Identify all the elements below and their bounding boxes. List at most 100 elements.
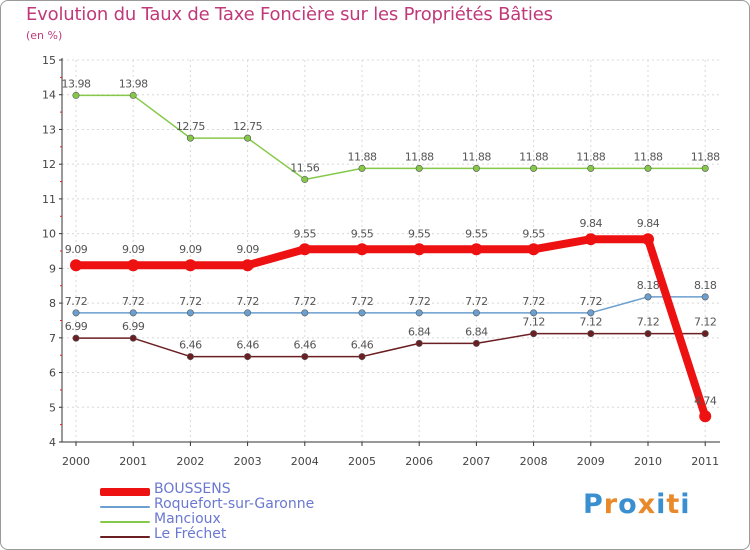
data-point [415, 339, 423, 347]
data-point [701, 164, 709, 172]
data-label: 13.98 [62, 77, 91, 90]
y-tick-label: 8 [49, 297, 56, 310]
series-line [75, 332, 706, 358]
logo-letter: i [656, 489, 667, 520]
data-label: 7.72 [122, 295, 145, 308]
data-point [701, 293, 709, 301]
data-label: 8.18 [637, 279, 660, 292]
data-point [356, 243, 368, 256]
x-tick-label: 2004 [291, 455, 319, 468]
data-label: 11.88 [634, 150, 663, 163]
data-point [127, 259, 140, 272]
x-tick-label: 2000 [62, 455, 90, 468]
data-label: 6.46 [294, 339, 317, 352]
data-point [415, 309, 423, 317]
data-label: 7.72 [294, 295, 317, 308]
logo-letter: o [618, 489, 638, 520]
data-label: 11.88 [519, 150, 548, 163]
data-point [301, 309, 309, 317]
data-point [72, 91, 80, 99]
legend-label: Roquefort-sur-Garonne [154, 496, 315, 512]
data-label: 9.84 [580, 217, 603, 230]
data-point [186, 353, 194, 361]
legend-swatch [100, 506, 150, 508]
x-tick-label: 2008 [520, 455, 548, 468]
data-point [701, 330, 709, 338]
data-point [129, 91, 137, 99]
x-tick-label: 2009 [577, 455, 605, 468]
data-label: 7.12 [580, 316, 603, 329]
legend-label: BOUSSENS [154, 481, 231, 497]
y-tick-label: 11 [42, 193, 56, 206]
legend-swatch [100, 536, 150, 538]
data-point [584, 233, 597, 246]
data-point [244, 309, 252, 317]
x-tick-label: 2001 [119, 455, 147, 468]
x-tick-label: 2005 [348, 455, 376, 468]
data-point [244, 353, 252, 361]
legend-label: Mancioux [154, 511, 221, 527]
data-label: 7.72 [179, 295, 202, 308]
data-label: 9.09 [122, 243, 145, 256]
data-point [358, 309, 366, 317]
legend-swatch [100, 488, 150, 496]
y-tick-label: 13 [42, 123, 56, 136]
data-label: 11.88 [348, 150, 377, 163]
data-label: 7.12 [637, 316, 660, 329]
y-tick-label: 15 [42, 54, 56, 67]
data-label: 9.55 [522, 227, 545, 240]
data-point [72, 309, 80, 317]
data-point [186, 134, 194, 142]
data-point [241, 259, 254, 272]
legend-swatch [100, 521, 150, 523]
data-point [644, 293, 652, 301]
data-point [301, 353, 309, 361]
series-line [72, 235, 710, 421]
logo-letter: r [603, 489, 619, 520]
data-point [530, 164, 538, 172]
data-label: 9.09 [236, 243, 259, 256]
chart-subtitle: (en %) [26, 29, 63, 42]
data-label: 9.55 [294, 227, 317, 240]
data-label: 7.72 [65, 295, 88, 308]
x-tick-label: 2002 [176, 455, 204, 468]
series-line [75, 296, 706, 314]
data-point [301, 175, 309, 183]
data-label: 11.56 [290, 161, 319, 174]
y-tick-label: 10 [42, 228, 56, 241]
y-tick-label: 6 [49, 367, 56, 380]
data-point [184, 259, 197, 272]
data-label: 4.74 [694, 394, 717, 407]
y-tick-label: 14 [42, 89, 56, 102]
data-point [470, 243, 483, 256]
data-point [472, 164, 480, 172]
y-tick-label: 4 [49, 436, 56, 449]
data-point [358, 353, 366, 361]
data-point [129, 334, 137, 342]
data-label: 6.46 [236, 339, 259, 352]
data-point [72, 334, 80, 342]
chart-title: Evolution du Taux de Taxe Foncière sur l… [26, 4, 553, 25]
data-label: 7.72 [580, 295, 603, 308]
data-label: 7.12 [694, 316, 717, 329]
data-label: 6.84 [465, 325, 488, 338]
data-label: 6.84 [408, 325, 431, 338]
data-point [472, 339, 480, 347]
data-point [642, 233, 654, 246]
data-label: 7.72 [465, 295, 488, 308]
data-point [530, 330, 538, 338]
data-label: 6.46 [351, 339, 374, 352]
x-tick-label: 2003 [234, 455, 262, 468]
legend-label: Le Fréchet [154, 526, 227, 542]
data-label: 7.72 [408, 295, 431, 308]
logo-letter: P [583, 489, 604, 520]
data-label: 11.88 [405, 150, 434, 163]
data-label: 7.72 [236, 295, 259, 308]
data-label: 9.09 [65, 243, 88, 256]
y-tick-label: 7 [49, 332, 56, 345]
y-tick-label: 5 [49, 401, 56, 414]
data-label: 11.88 [691, 150, 720, 163]
x-tick-label: 2010 [634, 455, 662, 468]
data-point [244, 134, 252, 142]
